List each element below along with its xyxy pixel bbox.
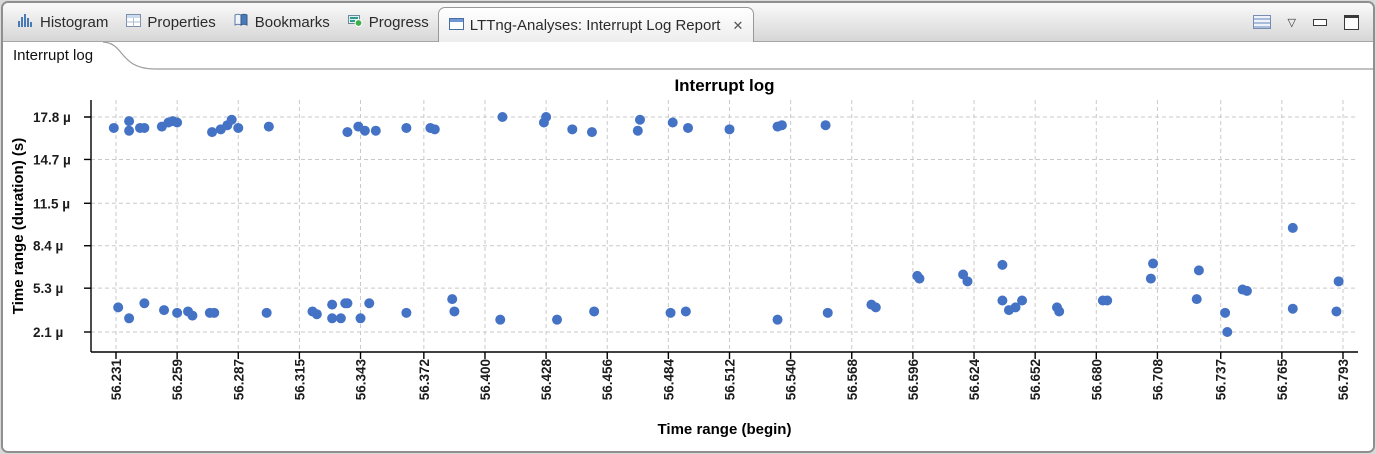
properties-icon <box>126 13 142 31</box>
tab-label: Bookmarks <box>254 13 330 31</box>
dropdown-arrow-icon[interactable]: ▽ <box>1287 16 1296 29</box>
subtab-interrupt-log[interactable]: Interrupt log <box>13 47 94 64</box>
svg-text:56.231: 56.231 <box>109 359 124 401</box>
subtab-curve <box>102 42 1373 70</box>
interrupt-chart: 2.1 µ 5.3 µ 8.4 µ 11.5 µ 14.7 µ 17.8 µ 56.231 5… <box>10 76 1358 438</box>
svg-text:17.8 µ: 17.8 µ <box>33 110 71 125</box>
svg-text:56.708: 56.708 <box>1150 359 1165 401</box>
subtab-row: Interrupt log <box>3 42 1373 70</box>
tab-label: LTTng-Analyses: Interrupt Log Report <box>469 16 721 34</box>
svg-text:11.5 µ: 11.5 µ <box>33 196 70 211</box>
svg-text:Time range (begin): Time range (begin) <box>658 421 792 438</box>
svg-text:56.680: 56.680 <box>1089 359 1104 400</box>
bookmarks-icon <box>234 13 249 31</box>
svg-text:56.287: 56.287 <box>231 359 246 400</box>
svg-text:56.428: 56.428 <box>539 359 554 401</box>
tab-histogram[interactable]: Histogram <box>9 3 117 41</box>
svg-text:56.596: 56.596 <box>906 359 921 401</box>
window-icon <box>448 17 464 34</box>
minimize-icon[interactable] <box>1313 18 1327 26</box>
tab-lttng-analyses-report[interactable]: LTTng-Analyses: Interrupt Log Report ✕ <box>437 7 755 42</box>
tab-label: Properties <box>147 13 216 31</box>
tab-progress[interactable]: Progress <box>339 3 438 41</box>
svg-text:56.343: 56.343 <box>354 359 369 401</box>
svg-text:56.315: 56.315 <box>292 359 307 401</box>
svg-text:56.372: 56.372 <box>417 359 432 400</box>
tab-properties[interactable]: Properties <box>117 3 224 41</box>
svg-text:56.259: 56.259 <box>170 359 185 400</box>
svg-text:56.568: 56.568 <box>845 359 860 401</box>
svg-text:56.484: 56.484 <box>661 359 676 401</box>
view-menu-icon[interactable] <box>1252 15 1271 29</box>
svg-text:Time range (duration) (s): Time range (duration) (s) <box>10 138 27 314</box>
svg-text:56.400: 56.400 <box>478 359 493 400</box>
tab-label: Progress <box>368 13 429 31</box>
svg-text:2.1 µ: 2.1 µ <box>33 325 63 340</box>
maximize-icon[interactable] <box>1344 14 1359 30</box>
histogram-icon <box>18 13 34 31</box>
close-icon[interactable]: ✕ <box>732 17 744 33</box>
tab-label: Histogram <box>40 13 109 31</box>
tab-bookmarks[interactable]: Bookmarks <box>225 3 339 41</box>
svg-text:56.624: 56.624 <box>967 359 982 401</box>
svg-text:56.737: 56.737 <box>1214 359 1229 400</box>
svg-text:5.3 µ: 5.3 µ <box>33 281 63 296</box>
svg-text:56.512: 56.512 <box>723 359 738 400</box>
svg-text:8.4 µ: 8.4 µ <box>33 239 63 254</box>
svg-text:56.652: 56.652 <box>1028 359 1043 400</box>
svg-text:56.765: 56.765 <box>1275 359 1290 401</box>
svg-text:Interrupt log: Interrupt log <box>674 76 774 95</box>
view-tab-bar: Histogram Properties Book <box>3 3 1373 42</box>
progress-icon <box>347 14 363 31</box>
svg-text:56.456: 56.456 <box>600 359 615 401</box>
view-toolbar: ▽ <box>1252 3 1359 41</box>
svg-text:14.7 µ: 14.7 µ <box>33 152 71 167</box>
svg-text:56.793: 56.793 <box>1336 359 1351 401</box>
svg-text:56.540: 56.540 <box>784 359 799 400</box>
chart-area: 2.1 µ 5.3 µ 8.4 µ 11.5 µ 14.7 µ 17.8 µ 56.231 5… <box>3 70 1373 451</box>
